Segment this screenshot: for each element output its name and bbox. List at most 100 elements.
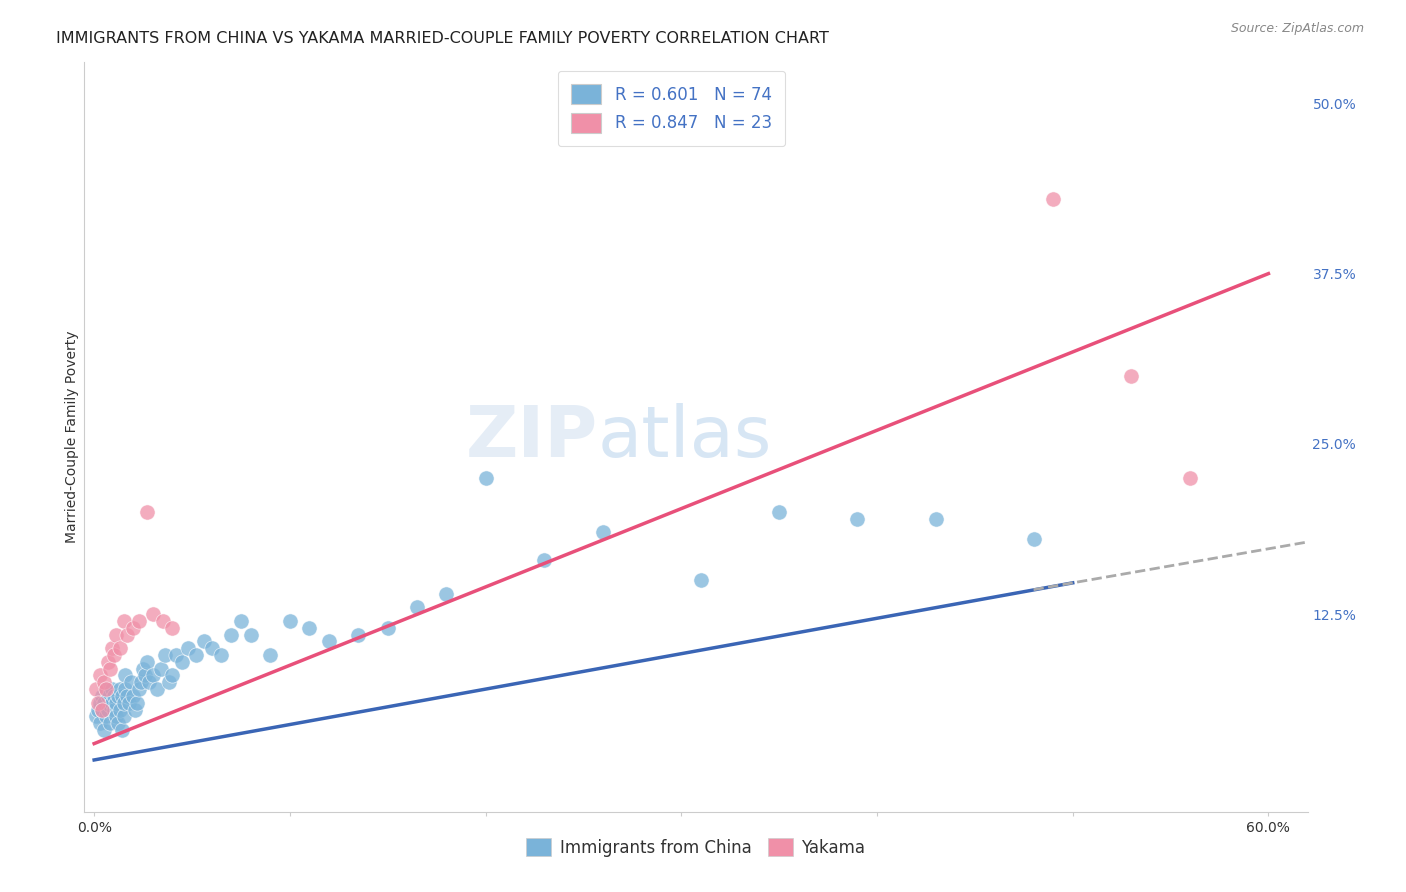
Point xyxy=(134,668,156,682)
Point xyxy=(128,614,150,628)
Point xyxy=(91,702,114,716)
Point xyxy=(165,648,187,662)
Point xyxy=(120,675,142,690)
Point xyxy=(91,689,114,703)
Point xyxy=(533,552,555,566)
Point xyxy=(94,682,117,697)
Point xyxy=(122,621,145,635)
Point xyxy=(136,655,159,669)
Point xyxy=(108,702,131,716)
Point xyxy=(97,702,120,716)
Text: Source: ZipAtlas.com: Source: ZipAtlas.com xyxy=(1230,22,1364,36)
Point xyxy=(177,641,200,656)
Point xyxy=(925,512,948,526)
Point xyxy=(436,587,458,601)
Point xyxy=(377,621,399,635)
Point xyxy=(100,696,122,710)
Point xyxy=(347,627,370,641)
Point xyxy=(98,716,121,731)
Point xyxy=(298,621,321,635)
Point xyxy=(103,689,125,703)
Point xyxy=(1121,368,1143,383)
Point xyxy=(146,682,169,697)
Point xyxy=(592,525,614,540)
Point xyxy=(104,627,127,641)
Point xyxy=(91,702,114,716)
Point xyxy=(1042,192,1064,206)
Point xyxy=(112,614,135,628)
Point xyxy=(93,723,115,737)
Point xyxy=(689,573,711,587)
Point xyxy=(149,662,172,676)
Point xyxy=(157,675,180,690)
Text: atlas: atlas xyxy=(598,402,772,472)
Point xyxy=(103,702,125,716)
Point xyxy=(129,675,152,690)
Point xyxy=(93,696,115,710)
Point xyxy=(107,716,129,731)
Point xyxy=(100,641,122,656)
Point xyxy=(200,641,222,656)
Point xyxy=(104,709,127,723)
Point xyxy=(142,668,165,682)
Point xyxy=(98,662,121,676)
Point xyxy=(239,627,262,641)
Point xyxy=(153,648,176,662)
Point xyxy=(104,696,127,710)
Point xyxy=(406,600,429,615)
Point xyxy=(87,702,110,716)
Point xyxy=(172,655,194,669)
Point xyxy=(94,709,117,723)
Point xyxy=(87,696,110,710)
Point xyxy=(1022,533,1045,547)
Point xyxy=(114,668,136,682)
Text: IMMIGRANTS FROM CHINA VS YAKAMA MARRIED-COUPLE FAMILY POVERTY CORRELATION CHART: IMMIGRANTS FROM CHINA VS YAKAMA MARRIED-… xyxy=(56,31,830,46)
Point xyxy=(278,614,301,628)
Point xyxy=(162,668,184,682)
Point xyxy=(124,702,146,716)
Point xyxy=(127,696,149,710)
Point xyxy=(89,716,111,731)
Point xyxy=(229,614,252,628)
Point xyxy=(107,689,129,703)
Point xyxy=(138,675,160,690)
Point xyxy=(114,682,136,697)
Point xyxy=(97,689,120,703)
Point xyxy=(94,682,117,697)
Point xyxy=(108,641,131,656)
Point xyxy=(84,682,107,697)
Point xyxy=(93,675,115,690)
Point xyxy=(112,709,135,723)
Point xyxy=(184,648,207,662)
Point xyxy=(122,689,145,703)
Point xyxy=(98,698,121,713)
Point xyxy=(117,627,139,641)
Point xyxy=(110,689,132,703)
Point xyxy=(209,648,232,662)
Point xyxy=(117,689,139,703)
Point xyxy=(136,505,159,519)
Point xyxy=(259,648,281,662)
Point xyxy=(162,621,184,635)
Point xyxy=(128,682,150,697)
Point xyxy=(193,634,215,648)
Point xyxy=(97,655,120,669)
Point xyxy=(219,627,242,641)
Point xyxy=(118,696,141,710)
Point xyxy=(84,709,107,723)
Point xyxy=(100,682,122,697)
Point xyxy=(474,471,496,485)
Point xyxy=(152,614,174,628)
Point xyxy=(110,723,132,737)
Point xyxy=(768,505,790,519)
Point xyxy=(89,696,111,710)
Legend: Immigrants from China, Yakama: Immigrants from China, Yakama xyxy=(520,832,872,863)
Point xyxy=(89,668,111,682)
Point xyxy=(142,607,165,622)
Point xyxy=(132,662,155,676)
Point xyxy=(108,682,131,697)
Y-axis label: Married-Couple Family Poverty: Married-Couple Family Poverty xyxy=(65,331,79,543)
Point xyxy=(1178,471,1201,485)
Point xyxy=(112,696,135,710)
Text: ZIP: ZIP xyxy=(465,402,598,472)
